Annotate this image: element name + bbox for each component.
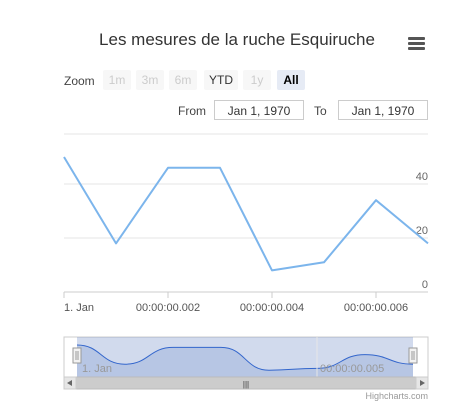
handle-body[interactable] [72, 347, 82, 364]
navigator-area [77, 345, 413, 377]
handle-body[interactable] [408, 347, 418, 364]
range-button-all[interactable]: All [277, 70, 305, 90]
x-tick-label: 00:00:00.002 [136, 302, 200, 314]
from-date-input[interactable]: Jan 1, 1970 [214, 100, 304, 120]
x-tick-label: 00:00:00.004 [240, 302, 304, 314]
navigator-tick-label: 1. Jan [82, 363, 112, 375]
range-button-1y[interactable]: 1y [243, 70, 271, 90]
range-button-6m[interactable]: 6m [169, 70, 197, 90]
hamburger-menu-icon[interactable] [404, 33, 430, 53]
navigator-mask[interactable] [77, 337, 413, 377]
credits-link[interactable]: Highcharts.com [365, 391, 428, 401]
arrow-left-icon [67, 380, 72, 386]
zoom-label: Zoom [64, 74, 95, 88]
chart-title: Les mesures de la ruche Esquiruche [99, 30, 375, 49]
x-tick-label: 00:00:00.006 [344, 302, 408, 314]
navigator-series-line [76, 344, 414, 371]
scrollbar-grip: ||| [243, 380, 249, 389]
range-button-ytd[interactable]: YTD [204, 70, 238, 90]
navigator-left-handle[interactable] [72, 347, 82, 364]
y-tick-label: 40 [416, 171, 428, 183]
x-axis: 1. Jan 00:00:00.002 00:00:00.004 00:00:00.0… [63, 292, 408, 314]
navigator-right-handle[interactable] [408, 347, 418, 364]
navigator-tick-label: 00:00:00.005 [320, 363, 384, 375]
to-label: To [314, 104, 327, 118]
series-line[interactable] [63, 156, 429, 272]
y-axis: 0 20 40 [416, 171, 428, 291]
range-button-1m[interactable]: 1m [103, 70, 131, 90]
y-tick-label: 0 [422, 279, 428, 291]
grid-lines [64, 133, 428, 293]
arrow-right-icon [420, 380, 425, 386]
from-label: From [178, 104, 206, 118]
to-date-input[interactable]: Jan 1, 1970 [338, 100, 428, 120]
navigator-frame [63, 336, 429, 378]
series-layer [63, 156, 429, 272]
x-tick-label: 1. Jan [64, 302, 94, 314]
range-button-3m[interactable]: 3m [136, 70, 164, 90]
navigator[interactable]: 1. Jan 00:00:00.005 ||| [63, 336, 429, 390]
y-tick-label: 20 [416, 225, 428, 237]
